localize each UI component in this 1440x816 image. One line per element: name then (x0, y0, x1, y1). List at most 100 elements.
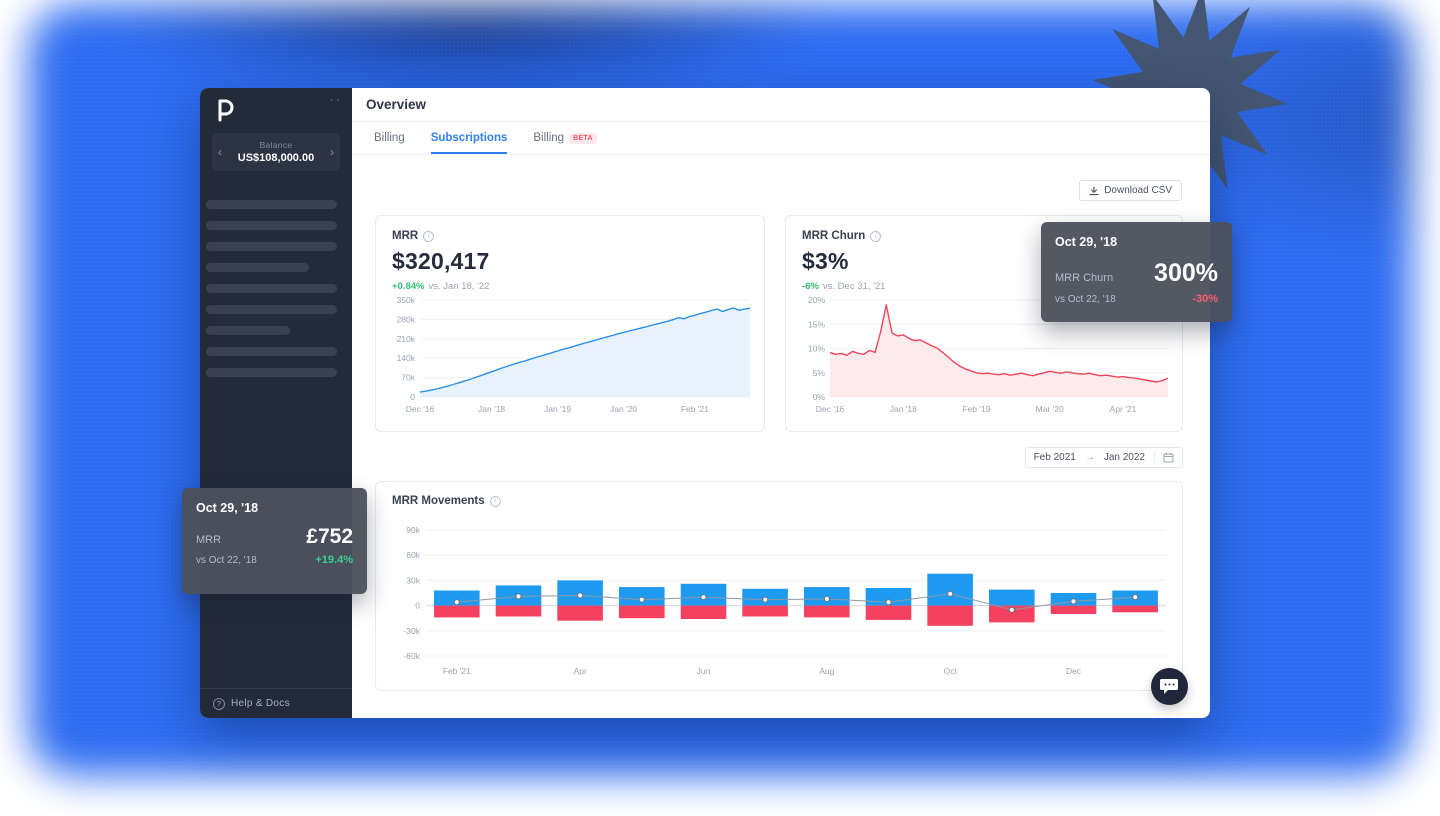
chat-widget-button[interactable] (1151, 668, 1188, 705)
sidebar-menu-dots[interactable]: ·· (329, 92, 342, 107)
svg-text:Jan '20: Jan '20 (610, 404, 637, 414)
app-window: ·· ‹ Balance US$108,000.00 › ? Help & Do… (182, 88, 1232, 718)
balance-card: ‹ Balance US$108,000.00 › (212, 133, 340, 171)
tab-subscriptions[interactable]: Subscriptions (431, 122, 508, 154)
help-docs-link[interactable]: ? Help & Docs (200, 688, 352, 718)
tab-subscriptions-label: Subscriptions (430, 132, 508, 144)
svg-text:-60k: -60k (403, 651, 420, 661)
skeleton-bar (206, 263, 309, 272)
tooltip-metric-label: MRR (196, 534, 222, 546)
svg-text:10%: 10% (808, 344, 825, 354)
paddle-logo-icon[interactable] (216, 98, 234, 122)
tab-billing-beta-label: Billing (533, 132, 565, 144)
mrr-churn-card: MRR Churn i $3% -6% vs. Dec 31, '21 20% 1… (785, 215, 1183, 432)
download-csv-label: Download CSV (1104, 185, 1172, 196)
svg-text:350k: 350k (397, 295, 416, 305)
tab-bar: Billing Subscriptions Billing BETA (352, 122, 1210, 155)
svg-text:0: 0 (415, 601, 420, 611)
svg-text:Jan '18: Jan '18 (478, 404, 505, 414)
skeleton-bar (206, 242, 337, 251)
skeleton-bar (206, 368, 337, 377)
info-icon[interactable]: i (870, 230, 882, 242)
skeleton-bar (206, 305, 337, 314)
svg-text:280k: 280k (397, 314, 416, 324)
mrr-card: MRR i $320,417 +0.84% vs. Jan 18, '22 35… (375, 215, 765, 432)
main-content: Overview Billing Subscriptions Billing B… (352, 88, 1210, 718)
skeleton-bar (206, 284, 337, 293)
mrr-movements-card-title: MRR Movements (392, 495, 485, 507)
mrr-churn-delta: -6% (802, 281, 819, 292)
svg-text:Feb '21: Feb '21 (681, 404, 709, 414)
page-title: Overview (366, 97, 427, 112)
balance-next-button[interactable]: › (324, 145, 340, 159)
mrr-movements-bar-chart[interactable]: 90k 60k 30k 0 -30k -60k Feb '21 Apr Jun Aug Oct Dec (384, 520, 1176, 682)
tooltip-metric-label: MRR Churn (1055, 272, 1114, 284)
mrr-movements-card: MRR Movements i 90k 60k 30k 0 -30k -60k Feb '2… (375, 481, 1183, 691)
svg-text:60k: 60k (406, 550, 420, 560)
tooltip-delta: -30% (1192, 293, 1218, 305)
chat-bubble-icon (1160, 679, 1178, 694)
svg-text:0%: 0% (813, 392, 826, 402)
svg-text:210k: 210k (397, 334, 416, 344)
tab-billing-beta[interactable]: Billing BETA (533, 122, 597, 154)
svg-text:Feb '21: Feb '21 (443, 666, 471, 676)
tooltip-date: Oct 29, '18 (196, 501, 259, 515)
balance-prev-button[interactable]: ‹ (212, 145, 228, 159)
svg-text:20%: 20% (808, 295, 825, 305)
mrr-line-chart[interactable]: 350k 280k 210k 140k 70k 0 Dec '16 Jan '18 Jan '1… (384, 294, 758, 419)
svg-text:30k: 30k (406, 575, 420, 585)
tooltip-compare-label: vs Oct 22, '18 (196, 555, 257, 566)
mrr-compare: vs. Jan 18, '22 (428, 281, 490, 292)
help-docs-label: Help & Docs (231, 698, 290, 709)
svg-text:Apr '21: Apr '21 (1110, 404, 1137, 414)
svg-text:Mar '20: Mar '20 (1036, 404, 1064, 414)
mrr-churn-compare: vs. Dec 31, '21 (822, 281, 886, 292)
svg-text:Oct: Oct (944, 666, 958, 676)
svg-text:Feb '19: Feb '19 (962, 404, 990, 414)
svg-text:Jan '18: Jan '18 (890, 404, 917, 414)
tab-billing[interactable]: Billing (374, 122, 405, 154)
date-range-start: Feb 2021 (1033, 452, 1076, 463)
svg-text:140k: 140k (397, 353, 416, 363)
info-icon[interactable]: i (489, 495, 501, 507)
beta-badge: BETA (569, 132, 597, 144)
tooltip-delta: +19.4% (315, 554, 353, 566)
balance-value: US$108,000.00 (237, 152, 315, 164)
arrow-right-icon: → (1084, 452, 1095, 463)
mrr-churn-line-chart[interactable]: 20% 15% 10% 5% 0% Dec '16 Jan '18 Feb '19 Mar '2… (794, 294, 1176, 419)
skeleton-bar (206, 326, 290, 335)
skeleton-bar (206, 221, 337, 230)
mrr-delta: +0.84% (392, 281, 425, 292)
mrr-churn-hover-tooltip: Oct 29, '18 MRR Churn 300% vs Oct 22, '1… (1041, 222, 1232, 322)
svg-text:15%: 15% (808, 319, 825, 329)
sidebar-skeleton-nav (206, 200, 346, 389)
svg-text:Jan '19: Jan '19 (544, 404, 571, 414)
svg-text:5%: 5% (813, 368, 826, 378)
tab-billing-label: Billing (374, 132, 405, 144)
mrr-churn-value: $3% (802, 248, 849, 274)
tooltip-date: Oct 29, '18 (1055, 235, 1118, 249)
svg-text:70k: 70k (401, 373, 415, 383)
download-csv-button[interactable]: Download CSV (1079, 180, 1182, 201)
svg-text:Jun: Jun (697, 666, 711, 676)
svg-text:0: 0 (410, 392, 415, 402)
download-icon (1089, 185, 1099, 195)
skeleton-bar (206, 347, 337, 356)
tooltip-metric-value: 300% (1154, 259, 1218, 287)
mrr-hover-tooltip: Oct 29, '18 MRR £752 vs Oct 22, '18 +19.… (182, 488, 367, 594)
calendar-icon (1154, 452, 1174, 463)
tooltip-metric-value: £752 (306, 525, 353, 548)
page-header: Overview (352, 88, 1210, 122)
mrr-churn-card-title: MRR Churn (802, 230, 866, 242)
svg-text:Dec '16: Dec '16 (406, 404, 435, 414)
svg-text:90k: 90k (406, 525, 420, 535)
tooltip-compare-label: vs Oct 22, '18 (1055, 294, 1116, 305)
svg-text:Dec '16: Dec '16 (816, 404, 845, 414)
sidebar: ·· ‹ Balance US$108,000.00 › ? Help & Do… (200, 88, 352, 718)
svg-text:Dec: Dec (1066, 666, 1082, 676)
info-icon[interactable]: i (423, 230, 435, 242)
svg-text:Apr: Apr (574, 666, 587, 676)
date-range-picker[interactable]: Feb 2021 → Jan 2022 (1024, 447, 1183, 468)
mrr-card-title: MRR (392, 230, 419, 242)
skeleton-bar (206, 200, 337, 209)
